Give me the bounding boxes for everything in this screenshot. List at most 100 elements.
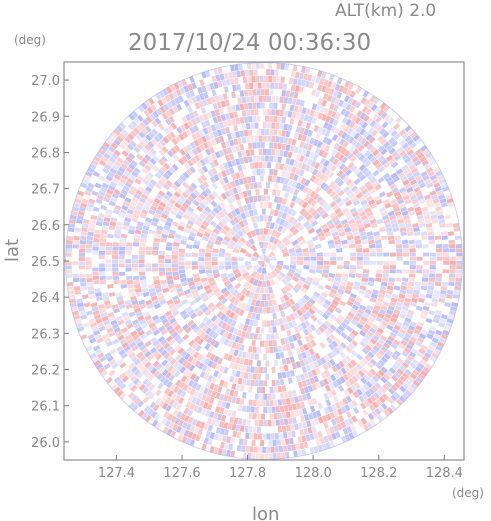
radar-cell [456, 265, 463, 270]
radar-cell [435, 277, 442, 283]
radar-cell [369, 337, 378, 345]
radar-cell [176, 363, 183, 371]
radar-cell [274, 319, 280, 326]
radar-cell [329, 227, 338, 234]
radar-cell [400, 339, 408, 347]
radar-cell [419, 359, 427, 366]
radar-cell [293, 132, 299, 140]
radar-cell [126, 177, 134, 185]
radar-cell [276, 274, 284, 282]
radar-cell [404, 156, 412, 164]
radar-cell [120, 163, 128, 170]
radar-cell [157, 346, 165, 354]
radar-cell [333, 219, 341, 226]
radar-cell [138, 383, 146, 391]
radar-cell [282, 83, 288, 90]
radar-cell [348, 192, 356, 200]
radar-cell [106, 242, 113, 247]
radar-cell [166, 275, 173, 281]
radar-cell [304, 164, 311, 172]
radar-cell [214, 151, 221, 159]
radar-cell [389, 404, 397, 412]
radar-cell [194, 102, 201, 110]
radar-cell [404, 146, 412, 153]
radar-cell [261, 387, 266, 394]
radar-cell [304, 280, 312, 287]
radar-cell [76, 214, 84, 220]
radar-cell [108, 369, 116, 377]
radar-cell [287, 321, 294, 329]
radar-cell [286, 329, 292, 337]
radar-cell [346, 152, 354, 160]
radar-cell [303, 264, 310, 270]
radar-cell [405, 343, 414, 351]
radar-cell [209, 353, 216, 361]
radar-cell [256, 128, 261, 136]
radar-cell [352, 366, 360, 374]
radar-cell [447, 231, 455, 236]
radar-cell [187, 206, 195, 213]
radar-cell [360, 281, 368, 287]
radar-cell [327, 109, 334, 117]
radar-cell [376, 125, 384, 133]
radar-cell [363, 293, 371, 299]
radar-cell [316, 261, 324, 266]
radar-cell [65, 269, 73, 274]
radar-cell [217, 319, 225, 328]
radar-cell [281, 116, 287, 124]
radar-cell [267, 108, 272, 116]
radar-cell [345, 285, 353, 291]
radar-cell [200, 277, 208, 283]
radar-cell [207, 276, 215, 283]
radar-cell [174, 202, 182, 209]
radar-cell [370, 261, 377, 265]
radar-cell [346, 362, 354, 370]
radar-cell [168, 328, 176, 335]
radar-cell [361, 347, 370, 355]
radar-cell [200, 174, 208, 182]
radar-cell [273, 359, 279, 367]
radar-cell [411, 156, 419, 163]
radar-cell [204, 309, 212, 317]
y-tick-label: 27.0 [31, 74, 60, 89]
radar-cell [375, 115, 383, 124]
radar-cell [290, 304, 298, 313]
radar-cell [240, 227, 248, 235]
radar-cell [119, 372, 127, 380]
radar-cell [124, 319, 132, 326]
radar-cell [230, 305, 238, 313]
radar-cell [334, 431, 341, 439]
radar-cell [405, 171, 413, 179]
radar-cell [201, 71, 207, 79]
radar-cell [135, 189, 143, 196]
radar-cell [164, 419, 172, 428]
radar-cell [361, 392, 369, 401]
radar-cell [270, 244, 278, 252]
radar-cell [228, 239, 237, 247]
radar-cell [404, 135, 412, 143]
radar-cell [191, 148, 199, 156]
radar-cell [252, 115, 257, 123]
radar-cell [150, 295, 158, 302]
radar-cell [356, 171, 364, 179]
radar-cell [269, 115, 274, 122]
radar-cell [414, 366, 423, 373]
radar-cell [405, 293, 413, 299]
radar-cell [155, 353, 163, 361]
radar-cell [351, 211, 359, 218]
radar-cell [205, 381, 212, 389]
radar-cell [279, 218, 286, 226]
radar-cell [133, 146, 141, 154]
radar-cell [350, 349, 358, 357]
radar-cell [116, 295, 124, 302]
radar-cell [385, 226, 393, 233]
radar-cell [240, 212, 247, 220]
radar-cell [247, 142, 253, 150]
radar-cell [326, 327, 334, 335]
radar-cell [356, 252, 363, 257]
radar-cell [228, 167, 235, 175]
radar-cell [221, 239, 229, 246]
radar-cell [292, 174, 299, 182]
radar-cell [302, 303, 310, 312]
radar-cell [315, 268, 323, 274]
